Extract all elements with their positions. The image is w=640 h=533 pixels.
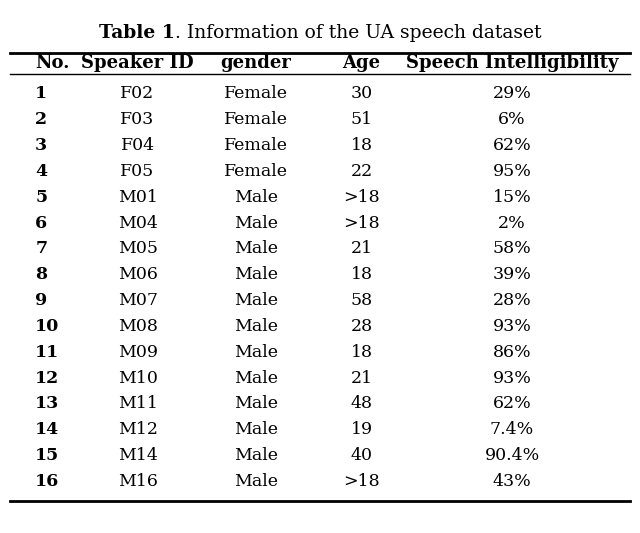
Text: 5: 5: [35, 189, 47, 206]
Text: M11: M11: [118, 395, 157, 413]
Text: 62%: 62%: [493, 137, 531, 154]
Text: 86%: 86%: [493, 344, 531, 361]
Text: Male: Male: [234, 473, 278, 490]
Text: 11: 11: [35, 344, 60, 361]
Text: M06: M06: [118, 266, 157, 283]
Text: Speech Intelligibility: Speech Intelligibility: [406, 54, 618, 72]
Text: 2: 2: [35, 111, 47, 128]
Text: 7.4%: 7.4%: [490, 421, 534, 438]
Text: >18: >18: [343, 473, 380, 490]
Text: 6: 6: [35, 214, 47, 231]
Text: F04: F04: [120, 137, 155, 154]
Text: Male: Male: [234, 292, 278, 309]
Text: 39%: 39%: [493, 266, 531, 283]
Text: F05: F05: [120, 163, 155, 180]
Text: 95%: 95%: [493, 163, 531, 180]
Text: 90.4%: 90.4%: [484, 447, 540, 464]
Text: Male: Male: [234, 214, 278, 231]
Text: 7: 7: [35, 240, 47, 257]
Text: Male: Male: [234, 369, 278, 386]
Text: 19: 19: [351, 421, 372, 438]
Text: 28: 28: [351, 318, 372, 335]
Text: 1: 1: [35, 85, 47, 102]
Text: 93%: 93%: [493, 318, 531, 335]
Text: 9: 9: [35, 292, 47, 309]
Text: Male: Male: [234, 344, 278, 361]
Text: 43%: 43%: [493, 473, 531, 490]
Text: 21: 21: [351, 369, 372, 386]
Text: Male: Male: [234, 266, 278, 283]
Text: Table 1: Table 1: [99, 24, 175, 42]
Text: 12: 12: [35, 369, 60, 386]
Text: Speaker ID: Speaker ID: [81, 54, 194, 72]
Text: Female: Female: [224, 111, 288, 128]
Text: 16: 16: [35, 473, 60, 490]
Text: gender: gender: [221, 54, 291, 72]
Text: F03: F03: [120, 111, 155, 128]
Text: M08: M08: [118, 318, 157, 335]
Text: >18: >18: [343, 189, 380, 206]
Text: 18: 18: [351, 266, 372, 283]
Text: 28%: 28%: [493, 292, 531, 309]
Text: Female: Female: [224, 163, 288, 180]
Text: 29%: 29%: [493, 85, 531, 102]
Text: 48: 48: [351, 395, 372, 413]
Text: Female: Female: [224, 137, 288, 154]
Text: 3: 3: [35, 137, 47, 154]
Text: M14: M14: [118, 447, 157, 464]
Text: Male: Male: [234, 240, 278, 257]
Text: . Information of the UA speech dataset: . Information of the UA speech dataset: [175, 24, 541, 42]
Text: 13: 13: [35, 395, 60, 413]
Text: 4: 4: [35, 163, 47, 180]
Text: 18: 18: [351, 344, 372, 361]
Text: 40: 40: [351, 447, 372, 464]
Text: 93%: 93%: [493, 369, 531, 386]
Text: Male: Male: [234, 189, 278, 206]
Text: No.: No.: [35, 54, 70, 72]
Text: 30: 30: [351, 85, 372, 102]
Text: Age: Age: [342, 54, 381, 72]
Text: Male: Male: [234, 447, 278, 464]
Text: M09: M09: [118, 344, 157, 361]
Text: 2%: 2%: [498, 214, 526, 231]
Text: 22: 22: [351, 163, 372, 180]
Text: M01: M01: [118, 189, 157, 206]
Text: Male: Male: [234, 421, 278, 438]
Text: Female: Female: [224, 85, 288, 102]
Text: 62%: 62%: [493, 395, 531, 413]
Text: 18: 18: [351, 137, 372, 154]
Text: M16: M16: [118, 473, 157, 490]
Text: M04: M04: [118, 214, 157, 231]
Text: 15: 15: [35, 447, 60, 464]
Text: M05: M05: [118, 240, 157, 257]
Text: 21: 21: [351, 240, 372, 257]
Text: 58: 58: [351, 292, 372, 309]
Text: M07: M07: [118, 292, 157, 309]
Text: 14: 14: [35, 421, 60, 438]
Text: 51: 51: [351, 111, 372, 128]
Text: 10: 10: [35, 318, 60, 335]
Text: M12: M12: [118, 421, 157, 438]
Text: 6%: 6%: [498, 111, 526, 128]
Text: F02: F02: [120, 85, 155, 102]
Text: 8: 8: [35, 266, 47, 283]
Text: Male: Male: [234, 318, 278, 335]
Text: >18: >18: [343, 214, 380, 231]
Text: M10: M10: [118, 369, 157, 386]
Text: 15%: 15%: [493, 189, 531, 206]
Text: 58%: 58%: [493, 240, 531, 257]
Text: Male: Male: [234, 395, 278, 413]
